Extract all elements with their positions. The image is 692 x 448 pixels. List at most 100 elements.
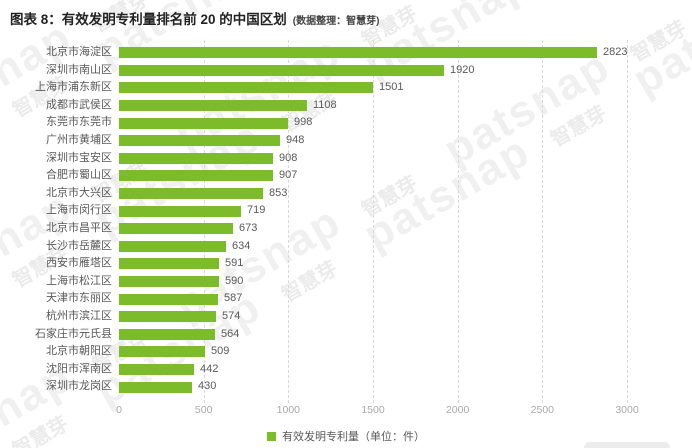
chart-row: 西安市雁塔区 591 xyxy=(0,255,692,273)
value-label: 853 xyxy=(269,186,288,199)
category-label: 北京市大兴区 xyxy=(46,186,112,199)
bar xyxy=(119,117,288,129)
category-label: 西安市雁塔区 xyxy=(46,257,112,270)
value-label: 1108 xyxy=(313,98,337,111)
category-label: 上海市闵行区 xyxy=(46,204,112,217)
value-label: 587 xyxy=(224,292,243,305)
chart-row: 沈阳市浑南区 442 xyxy=(0,361,692,379)
bar xyxy=(119,258,219,270)
value-label: 574 xyxy=(222,309,241,322)
category-label: 北京市朝阳区 xyxy=(46,345,112,358)
category-label: 杭州市滨江区 xyxy=(46,309,112,322)
gridline xyxy=(203,40,205,403)
bar xyxy=(119,293,218,305)
bar xyxy=(119,346,205,358)
x-axis-label: 1000 xyxy=(276,404,300,416)
value-label: 673 xyxy=(239,221,258,234)
category-label: 深圳市宝安区 xyxy=(46,151,112,164)
chart-rows: 北京市海淀区 2823 深圳市南山区 1920 上海市浦东新区 1501 成都市武侯区 110… xyxy=(0,44,692,396)
bar xyxy=(119,363,194,375)
value-label: 948 xyxy=(286,133,305,146)
category-label: 石家庄市元氏县 xyxy=(35,327,112,340)
x-axis-label: 500 xyxy=(194,404,213,416)
value-label: 998 xyxy=(294,116,313,129)
chart-header: 图表 8：有效发明专利量排名前 20 的中国区划 (数据整理：智慧芽) xyxy=(10,8,379,29)
legend-label: 有效发明专利量（单位：件） xyxy=(282,431,425,443)
chart-row: 石家庄市元氏县 564 xyxy=(0,326,692,344)
x-axis-label: 2000 xyxy=(445,404,470,416)
value-label: 1501 xyxy=(379,81,404,94)
gridline xyxy=(373,40,374,403)
bar xyxy=(119,311,216,323)
x-axis-label: 3000 xyxy=(615,404,639,416)
gridline xyxy=(457,40,459,403)
gridline xyxy=(288,40,290,403)
title-source-note: (数据整理：智慧芽) xyxy=(292,16,380,27)
category-label: 东莞市东莞市 xyxy=(46,116,112,129)
category-label: 深圳市南山区 xyxy=(46,63,112,76)
category-label: 成都市武侯区 xyxy=(46,98,112,111)
category-label: 北京市昌平区 xyxy=(46,221,112,234)
category-label: 广州市黄埔区 xyxy=(46,133,112,146)
value-label: 509 xyxy=(211,345,230,358)
chart-row: 成都市武侯区 1108 xyxy=(0,97,692,115)
x-axis-label: 1500 xyxy=(361,404,385,416)
chart-row: 深圳市龙岗区 430 xyxy=(0,378,692,396)
gridline xyxy=(542,40,544,403)
value-label: 908 xyxy=(279,151,298,164)
scrollbar-thumb[interactable] xyxy=(584,442,670,448)
category-label: 上海市松江区 xyxy=(46,274,112,287)
category-label: 北京市海淀区 xyxy=(46,46,112,58)
value-label: 1920 xyxy=(450,63,475,76)
bar xyxy=(119,47,597,59)
legend-swatch xyxy=(267,431,276,441)
category-label: 合肥市蜀山区 xyxy=(46,169,112,182)
bar xyxy=(119,205,241,217)
chart-row: 东莞市东莞市 998 xyxy=(0,114,692,132)
page-title: 图表 8：有效发明专利量排名前 20 的中国区划 xyxy=(10,12,287,27)
chart-row: 上海市浦东新区 1501 xyxy=(0,79,692,97)
chart-row: 深圳市宝安区 908 xyxy=(0,150,692,168)
chart-row: 长沙市岳麓区 634 xyxy=(0,238,692,256)
bar xyxy=(119,381,192,393)
chart-row: 北京市朝阳区 509 xyxy=(0,343,692,361)
chart-row: 北京市海淀区 2823 xyxy=(0,44,692,62)
chart-row: 合肥市蜀山区 907 xyxy=(0,167,692,185)
chart-row: 天津市东丽区 587 xyxy=(0,290,692,308)
value-label: 430 xyxy=(198,380,217,393)
chart-row: 上海市闵行区 719 xyxy=(0,202,692,220)
chart-row: 上海市松江区 590 xyxy=(0,273,692,291)
category-label: 深圳市龙岗区 xyxy=(46,380,112,393)
bar xyxy=(119,188,263,200)
chart-row: 深圳市南山区 1920 xyxy=(0,62,692,80)
bar xyxy=(119,135,280,147)
bar xyxy=(119,170,273,182)
value-label: 634 xyxy=(232,239,251,252)
value-label: 591 xyxy=(225,257,244,270)
bar xyxy=(119,223,233,235)
bar xyxy=(119,82,373,94)
value-label: 2823 xyxy=(603,46,628,58)
x-axis-label: 0 xyxy=(116,404,122,416)
value-label: 442 xyxy=(200,362,219,375)
chart-row: 北京市大兴区 853 xyxy=(0,185,692,203)
x-axis-label: 2500 xyxy=(530,404,554,416)
category-label: 沈阳市浑南区 xyxy=(46,362,112,375)
category-label: 长沙市岳麓区 xyxy=(46,239,112,252)
bar xyxy=(119,64,444,76)
bar xyxy=(119,276,219,288)
gridline xyxy=(627,40,628,403)
value-label: 719 xyxy=(247,204,266,217)
value-label: 907 xyxy=(279,169,298,182)
chart-row: 广州市黄埔区 948 xyxy=(0,132,692,150)
bar xyxy=(119,328,215,340)
category-label: 天津市东丽区 xyxy=(46,292,112,305)
value-label: 590 xyxy=(225,274,244,287)
chart-row: 杭州市滨江区 574 xyxy=(0,308,692,326)
bar xyxy=(119,152,273,164)
bar xyxy=(119,240,226,252)
category-label: 上海市浦东新区 xyxy=(35,81,112,94)
chart-row: 北京市昌平区 673 xyxy=(0,220,692,238)
